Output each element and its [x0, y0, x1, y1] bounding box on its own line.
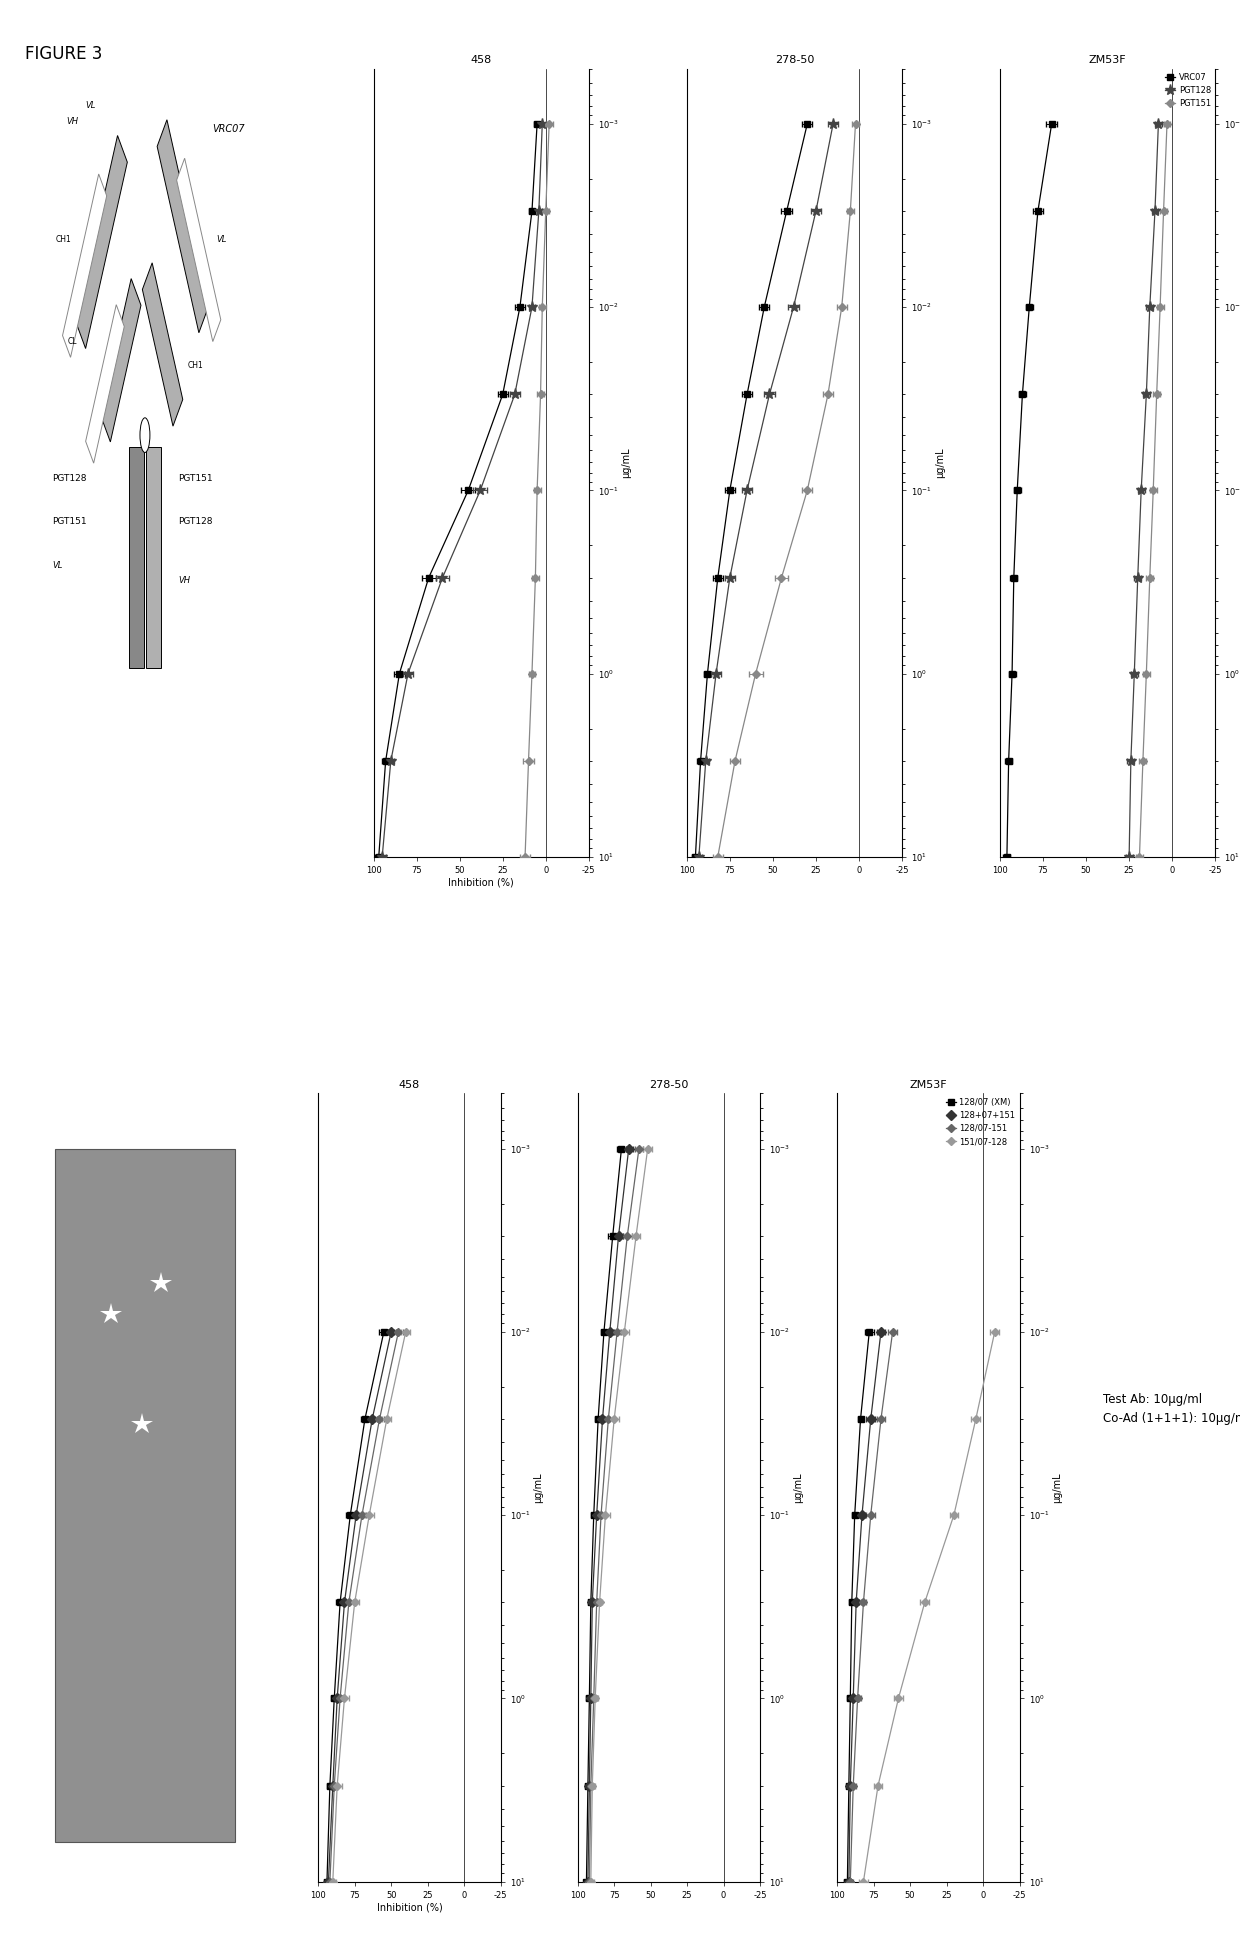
Y-axis label: μg/mL: μg/mL [1053, 1472, 1063, 1503]
Y-axis label: μg/mL: μg/mL [621, 447, 631, 478]
Polygon shape [62, 174, 107, 357]
Polygon shape [76, 135, 128, 349]
Title: 458: 458 [399, 1080, 420, 1090]
Title: ZM53F: ZM53F [1089, 55, 1126, 65]
Polygon shape [86, 304, 124, 463]
Text: PGT128: PGT128 [179, 517, 213, 527]
Y-axis label: μg/mL: μg/mL [792, 1472, 802, 1503]
Legend: 128/07 (XM), 128+07+151, 128/07-151, 151/07-128: 128/07 (XM), 128+07+151, 128/07-151, 151… [946, 1098, 1016, 1147]
Text: CH1: CH1 [187, 361, 203, 370]
FancyBboxPatch shape [56, 1149, 236, 1842]
Polygon shape [143, 263, 182, 425]
Legend: VRC07, PGT128, PGT151: VRC07, PGT128, PGT151 [1166, 73, 1211, 108]
Text: VL: VL [217, 235, 227, 243]
Text: VRC07: VRC07 [212, 123, 246, 133]
Y-axis label: μg/mL: μg/mL [533, 1472, 543, 1503]
Title: 458: 458 [470, 55, 492, 65]
Text: VH: VH [179, 576, 191, 586]
Title: 278-50: 278-50 [650, 1080, 688, 1090]
Text: CL: CL [67, 337, 77, 347]
Polygon shape [157, 120, 208, 333]
Polygon shape [100, 278, 141, 441]
Y-axis label: μg/mL: μg/mL [935, 447, 945, 478]
Text: VL: VL [52, 561, 62, 570]
Text: VL: VL [86, 102, 95, 110]
Circle shape [140, 417, 150, 453]
X-axis label: Inhibition (%): Inhibition (%) [377, 1903, 443, 1913]
Title: 278-50: 278-50 [775, 55, 815, 65]
Polygon shape [129, 447, 144, 668]
Text: PGT151: PGT151 [179, 474, 213, 482]
Polygon shape [176, 159, 221, 341]
Text: FIGURE 3: FIGURE 3 [25, 45, 102, 63]
Text: PGT151: PGT151 [52, 517, 87, 527]
X-axis label: Inhibition (%): Inhibition (%) [449, 878, 515, 888]
Text: VH: VH [66, 118, 78, 125]
Title: ZM53F: ZM53F [910, 1080, 947, 1090]
Text: Test Ab: 10μg/ml
Co-Ad (1+1+1): 10μg/ml: Test Ab: 10μg/ml Co-Ad (1+1+1): 10μg/ml [1102, 1394, 1240, 1425]
Polygon shape [146, 447, 161, 668]
Text: PGT128: PGT128 [52, 474, 87, 482]
Text: CH1: CH1 [56, 235, 71, 243]
